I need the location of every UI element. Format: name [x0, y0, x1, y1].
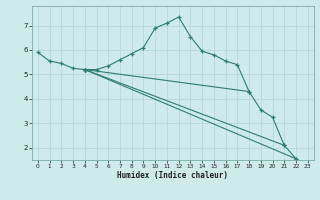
X-axis label: Humidex (Indice chaleur): Humidex (Indice chaleur)	[117, 171, 228, 180]
